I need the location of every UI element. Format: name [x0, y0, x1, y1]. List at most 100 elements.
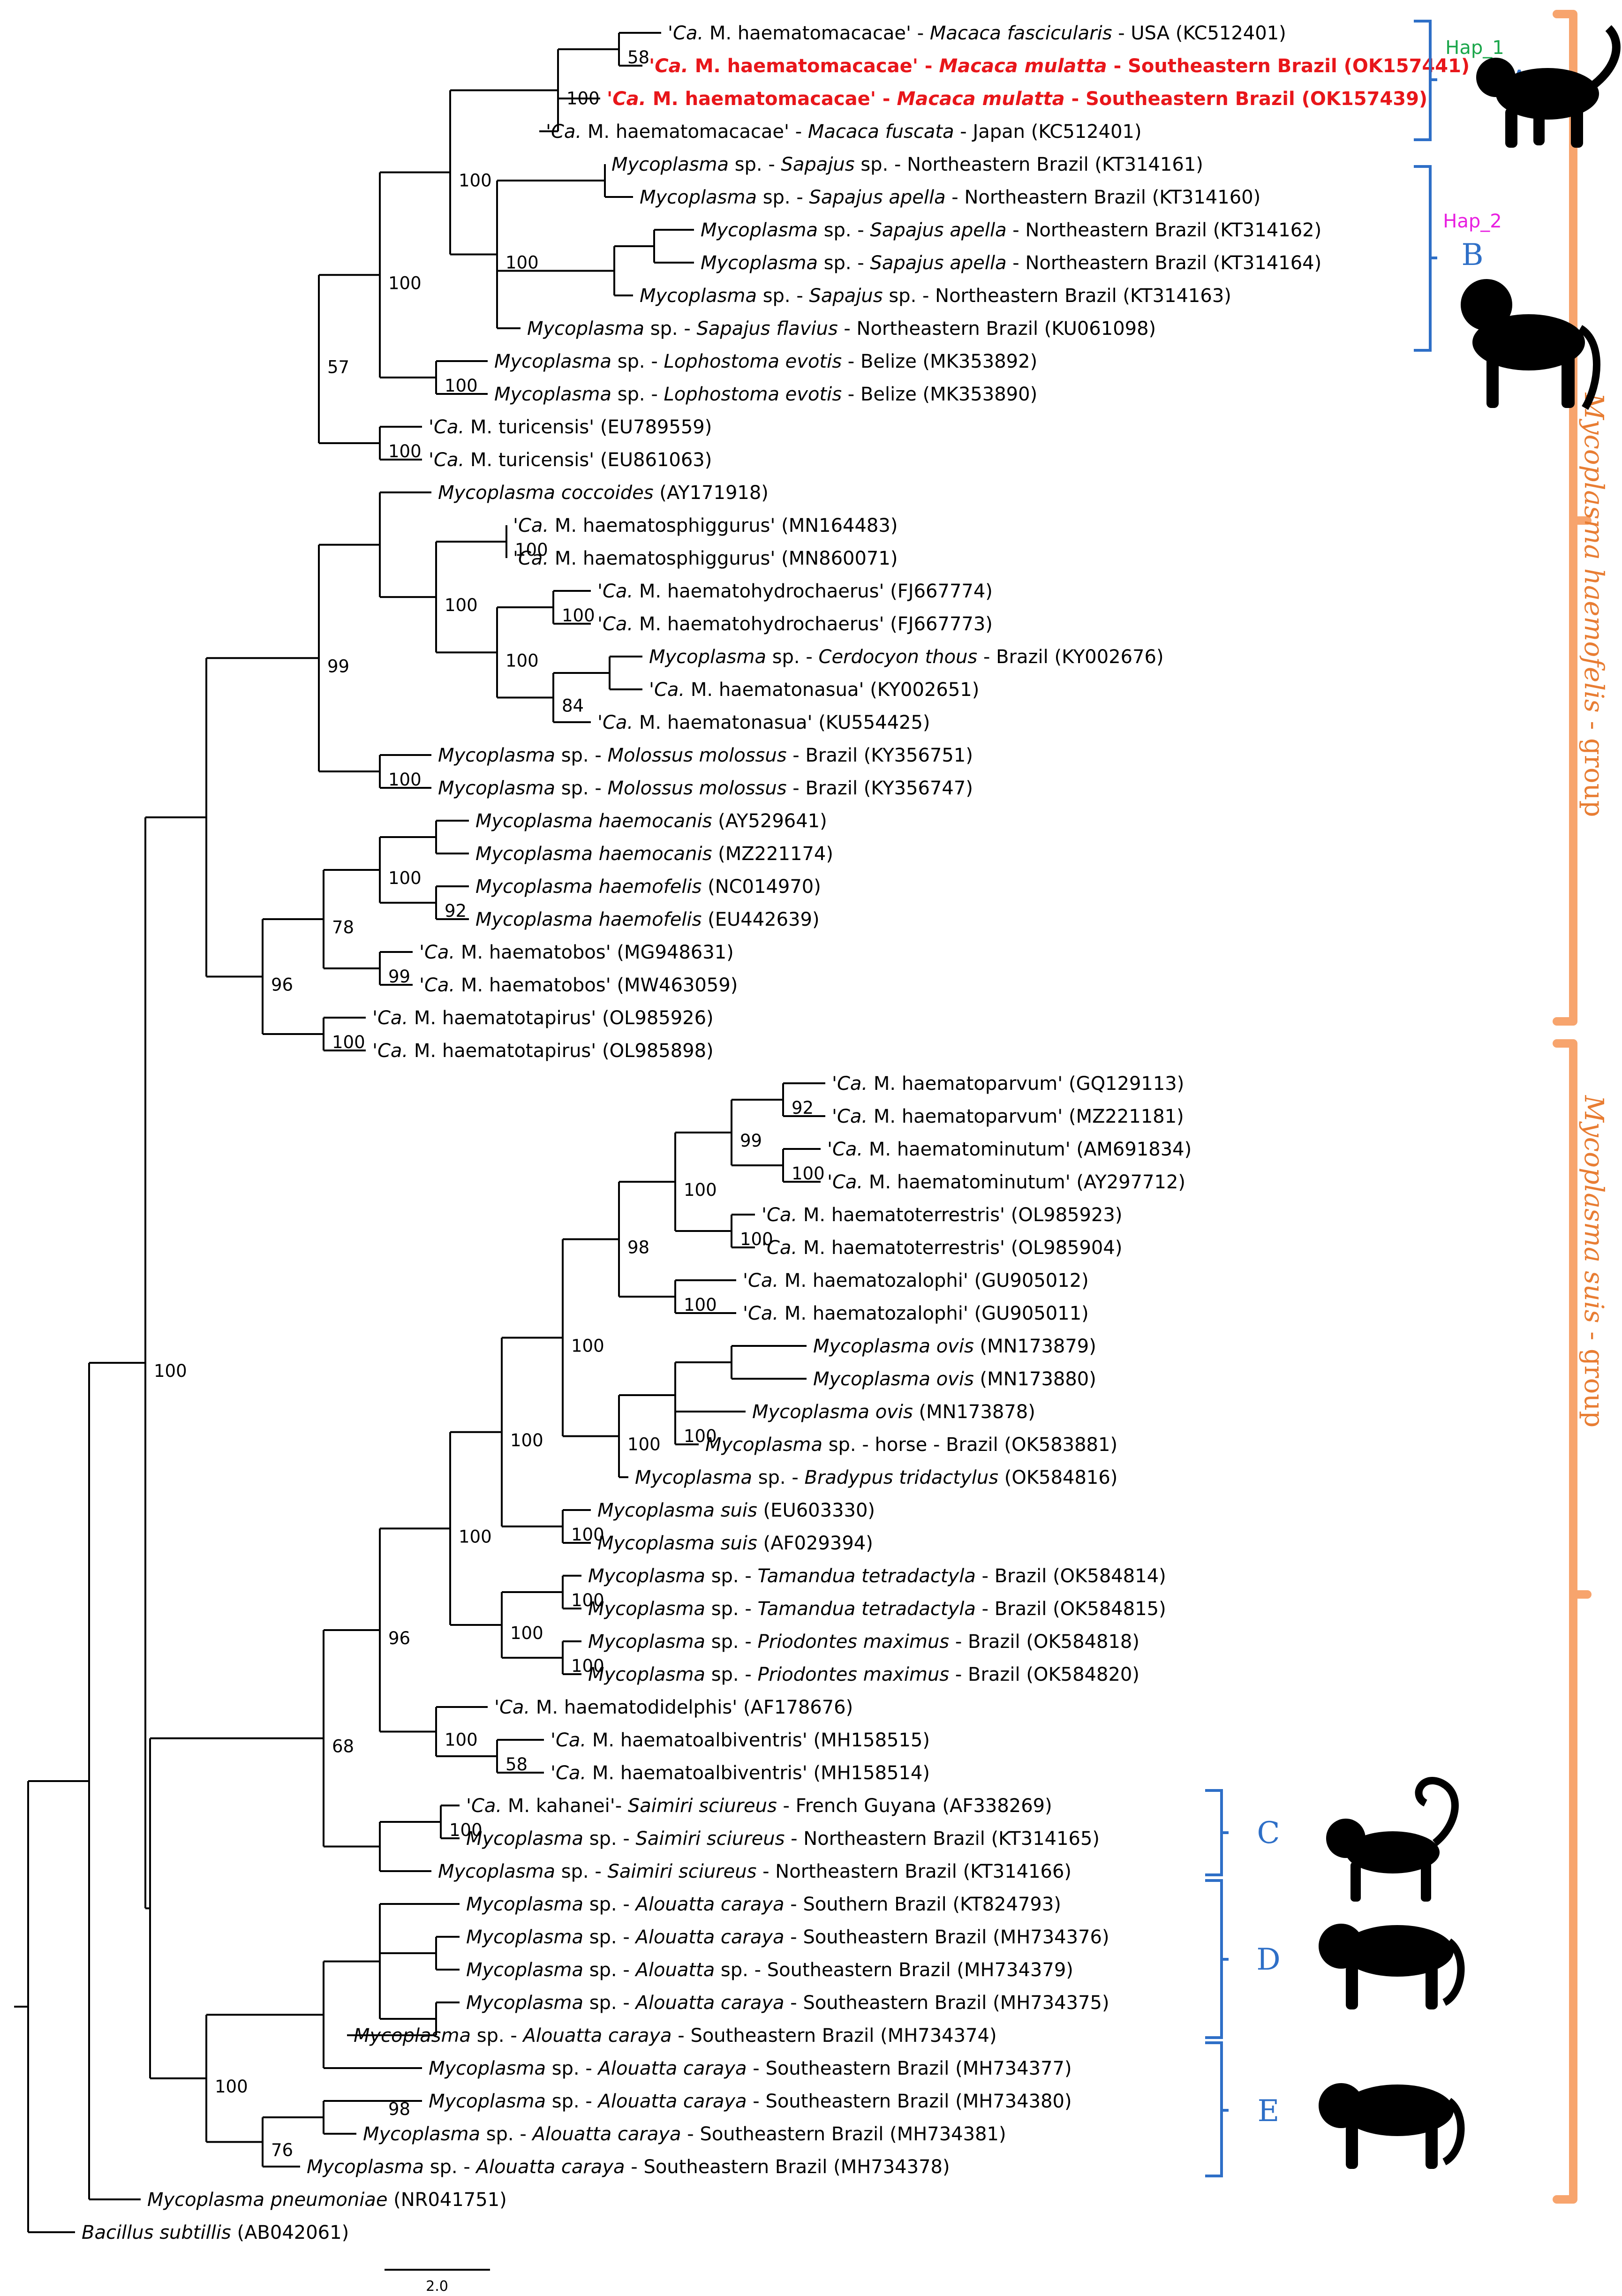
taxon-label: Mycoplasma sp. - Alouatta caraya - South…: [466, 1926, 1109, 1948]
bootstrap-value: 100: [388, 868, 422, 888]
haplotype-D-label: D: [1256, 1942, 1280, 1977]
bracket-E: [1205, 2041, 1229, 2177]
taxon-label: Mycoplasma sp. - Sapajus apella - Northe…: [640, 187, 1260, 208]
bootstrap-value: 99: [327, 656, 349, 676]
taxon-label: Mycoplasma haemocanis (AY529641): [475, 810, 827, 832]
bootstrap-value: 100: [571, 1336, 604, 1356]
taxon-label: Mycoplasma sp. - Sapajus sp. - Northeast…: [640, 285, 1231, 307]
taxon-label: 'Ca. M. haematominutum' (AY297712): [827, 1171, 1185, 1193]
taxon-label: 'Ca. M. haematosphiggurus' (MN164483): [513, 515, 898, 536]
taxon-label: Mycoplasma ovis (MN173880): [813, 1368, 1096, 1390]
bootstrap-value: 100: [445, 595, 478, 615]
scale-bar: 2.0: [385, 2269, 490, 2295]
bootstrap-value: 100: [571, 1656, 604, 1676]
bootstrap-value: 100: [571, 1525, 604, 1545]
taxon-label: 'Ca. M. turicensis' (EU789559): [429, 416, 712, 438]
bracket-B: [1414, 165, 1437, 352]
taxon-label: Mycoplasma pneumoniae (NR041751): [147, 2189, 507, 2211]
bootstrap-value: 99: [388, 967, 410, 987]
taxon-label: Mycoplasma sp. - Alouatta caraya - South…: [466, 1992, 1109, 2014]
taxon-label: Mycoplasma sp. - Sapajus flavius - North…: [527, 318, 1156, 340]
bootstrap-value: 100: [684, 1295, 717, 1315]
bootstrap-value: 100: [792, 1163, 825, 1184]
bootstrap-value: 98: [388, 2099, 410, 2119]
macaque-icon: [1476, 25, 1621, 148]
bootstrap-value: 84: [562, 696, 584, 716]
bootstrap-value: 100: [388, 441, 422, 461]
taxon-label: Mycoplasma sp. - Alouatta caraya - South…: [429, 2091, 1072, 2112]
taxon-label: Mycoplasma coccoides (AY171918): [438, 482, 769, 504]
taxon-label: Mycoplasma sp. - Alouatta caraya - South…: [429, 2058, 1072, 2079]
haplotype-B-label: B: [1461, 238, 1483, 272]
bootstrap-value: 100: [571, 1590, 604, 1610]
taxon-label: Mycoplasma sp. - Alouatta caraya - South…: [307, 2156, 950, 2178]
capuchin-icon: [1461, 279, 1600, 410]
taxon-label: 'Ca. M. haematohydrochaerus' (FJ667774): [597, 581, 993, 602]
taxon-label: Mycoplasma sp. - Sapajus apella - Northe…: [701, 219, 1321, 241]
taxon-label: Mycoplasma suis (AF029394): [597, 1533, 873, 1554]
tree-branches: [14, 32, 825, 2233]
haemofelis-group-label: Mycoplasma haemofelis - group: [1578, 393, 1609, 817]
taxon-label: Mycoplasma sp. - Saimiri sciureus - Nort…: [466, 1828, 1100, 1850]
hap1-label: Hap_1: [1445, 37, 1504, 59]
taxon-label: 'Ca. M. haematobos' (MW463059): [419, 974, 738, 996]
taxon-label: Mycoplasma sp. - Alouatta sp. - Southeas…: [466, 1959, 1073, 1981]
taxon-label: Mycoplasma ovis (MN173878): [752, 1401, 1035, 1423]
bootstrap-value: 57: [327, 357, 349, 378]
taxon-label: Mycoplasma ovis (MN173879): [813, 1336, 1096, 1357]
taxon-label: 'Ca. M. haematomacacae' - Macaca fuscata…: [546, 121, 1142, 143]
taxon-label: 'Ca. M. haematozalophi' (GU905011): [743, 1303, 1089, 1324]
bootstrap-value: 58: [627, 47, 649, 68]
taxon-label: Mycoplasma sp. - Sapajus apella - Northe…: [701, 252, 1321, 274]
taxon-label: Mycoplasma sp. - Tamandua tetradactyla -…: [588, 1565, 1166, 1587]
taxon-label: Mycoplasma sp. - Alouatta caraya - South…: [363, 2123, 1006, 2145]
bootstrap-value: 100: [740, 1229, 773, 1249]
taxon-label: 'Ca. M. haematoterrestris' (OL985923): [762, 1204, 1122, 1226]
taxon-label: 'Ca. M. haematomacacae' - Macaca mulatta…: [649, 55, 1470, 77]
taxon-label: 'Ca. M. haematoalbiventris' (MH158515): [551, 1730, 930, 1751]
taxon-label: Mycoplasma suis (EU603330): [597, 1500, 875, 1521]
taxon-label: 'Ca. M. haematoalbiventris' (MH158514): [551, 1762, 930, 1784]
bootstrap-value: 100: [459, 171, 492, 191]
taxon-label: 'Ca. M. haematozalophi' (GU905012): [743, 1270, 1089, 1292]
taxon-label: 'Ca. M. haematonasua' (KY002651): [649, 679, 979, 701]
taxon-label: 'Ca. M. haematosphiggurus' (MN860071): [513, 548, 898, 569]
bootstrap-value: 58: [505, 1754, 528, 1775]
taxon-label: 'Ca. M. haematotapirus' (OL985898): [372, 1040, 714, 1062]
taxon-label: Mycoplasma sp. - Cerdocyon thous - Brazi…: [649, 646, 1164, 668]
bootstrap-value: 100: [684, 1426, 717, 1446]
taxon-label: Bacillus subtillis (AB042061): [82, 2222, 349, 2243]
hap2-label: Hap_2: [1443, 211, 1501, 232]
bootstrap-value: 100: [562, 605, 595, 626]
suis-group-bracket: [1553, 1039, 1592, 2204]
squirrel-monkey-icon: [1326, 1777, 1459, 1902]
taxon-label: Mycoplasma sp. - Lophostoma evotis - Bel…: [494, 351, 1037, 372]
taxon-label: 'Ca. M. haematodidelphis' (AF178676): [494, 1697, 853, 1718]
taxon-label: 'Ca. M. haematotapirus' (OL985926): [372, 1007, 714, 1029]
howler-monkey-icon-1: [1319, 1924, 1465, 2009]
taxon-label: Mycoplasma sp. - Alouatta caraya - South…: [354, 2025, 997, 2047]
taxon-label: Mycoplasma sp. - Lophostoma evotis - Bel…: [494, 384, 1037, 405]
bootstrap-values: 58 100 100 100 100 100 100 57 100 100 84 100 100 100 9…: [154, 47, 825, 2160]
bootstrap-value: 100: [510, 1430, 543, 1450]
bootstrap-value: 100: [505, 650, 539, 671]
taxon-label: Mycoplasma sp. - Sapajus sp. - Northeast…: [611, 154, 1203, 175]
bootstrap-value: 100: [445, 1730, 478, 1750]
scale-bar-label: 2.0: [426, 2278, 448, 2295]
taxon-label: 'Ca. M. haematoparvum' (MZ221181): [832, 1106, 1184, 1127]
bootstrap-value: 100: [388, 273, 422, 293]
taxon-label: Mycoplasma sp. - Bradypus tridactylus (O…: [635, 1467, 1117, 1488]
bootstrap-value: 100: [215, 2077, 248, 2097]
bootstrap-value: 100: [445, 376, 478, 396]
taxon-label: 'Ca. M. turicensis' (EU861063): [429, 449, 712, 471]
taxon-label: 'Ca. M. haematomacacae' - Macaca fascicu…: [668, 23, 1286, 44]
bracket-C: [1205, 1789, 1229, 1876]
taxon-label: 'Ca. M. haematohydrochaerus' (FJ667773): [597, 613, 993, 635]
taxon-label: 'Ca. M. haematobos' (MG948631): [419, 942, 734, 963]
bracket-A: [1414, 20, 1437, 141]
bootstrap-value: 96: [271, 975, 293, 995]
taxon-label: Mycoplasma sp. - Priodontes maximus - Br…: [588, 1664, 1139, 1685]
haplotype-E-label: E: [1258, 2094, 1280, 2129]
taxon-label: 'Ca. M. haematoterrestris' (OL985904): [762, 1237, 1122, 1259]
